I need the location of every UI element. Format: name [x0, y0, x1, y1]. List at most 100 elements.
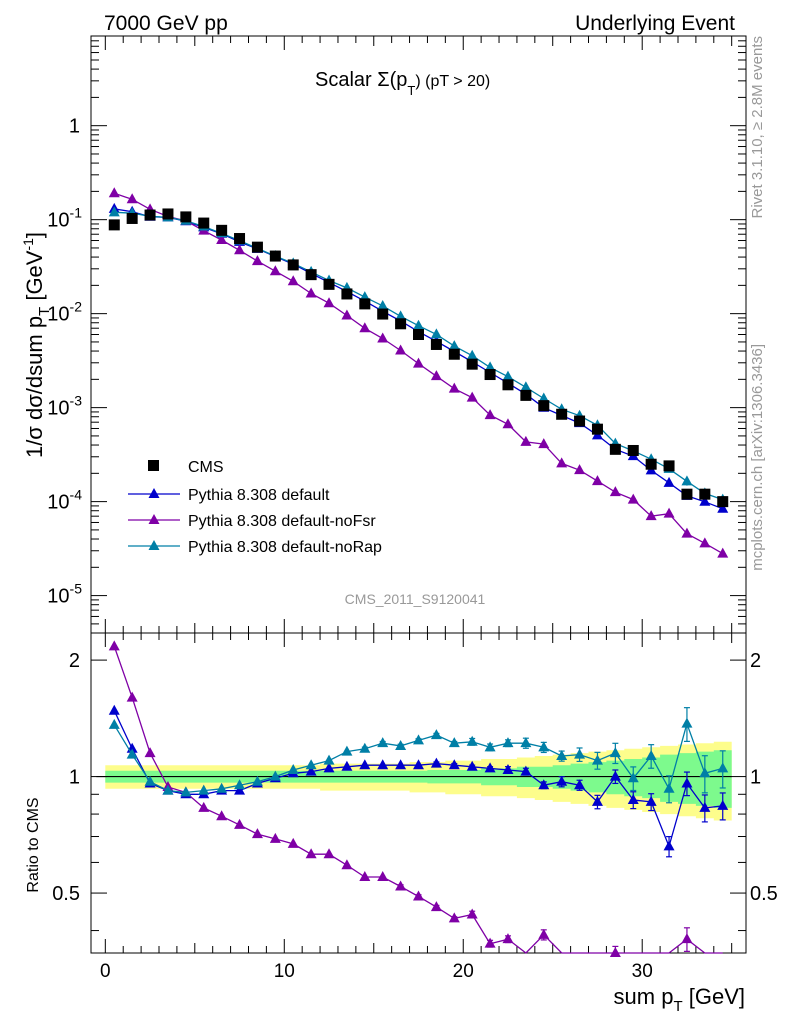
- data-point: [681, 488, 693, 500]
- data-point: [341, 288, 353, 300]
- series-marker-ratio: [198, 801, 210, 812]
- data-point: [484, 369, 496, 381]
- series-marker-ratio: [484, 741, 496, 752]
- data-point: [126, 212, 138, 224]
- ratio-tick-label-right: 1: [750, 767, 761, 789]
- series-marker-ratio: [234, 784, 246, 795]
- series-marker-ratio: [448, 912, 460, 923]
- y-tick-label-base: 10: [47, 304, 69, 326]
- series-marker-ratio: [663, 840, 675, 851]
- series-marker-ratio: [377, 737, 389, 748]
- series-marker-ratio: [574, 748, 586, 759]
- series-marker-top: [287, 275, 299, 286]
- series-marker-ratio: [305, 848, 317, 859]
- series-marker-ratio: [681, 933, 693, 944]
- ylabel-top-sub: T: [36, 307, 53, 316]
- series-marker-ratio: [502, 737, 514, 748]
- y-axis-label-ratio: Ratio to CMS: [25, 797, 42, 892]
- series-marker-top: [413, 319, 424, 330]
- ratio-tick-label-left: 1: [69, 767, 80, 789]
- legend-marker-nofsr: [148, 514, 160, 524]
- mcplots-label: mcplots.cern.ch [arXiv:1306.3436]: [749, 344, 766, 571]
- legend: CMS Pythia 8.308 default Pythia 8.308 de…: [128, 459, 382, 556]
- series-marker-top: [681, 527, 693, 538]
- y-tick-label: 10-4: [47, 487, 82, 514]
- data-point: [520, 389, 532, 401]
- series-marker-ratio: [359, 742, 371, 753]
- series-marker-ratio: [305, 765, 317, 776]
- series-marker-ratio: [305, 759, 317, 770]
- ylabel-top-unit: [GeV: [22, 250, 47, 307]
- series-marker-top: [430, 328, 442, 339]
- series-marker-top: [520, 435, 532, 446]
- series-marker-top: [395, 310, 407, 321]
- series-marker-top: [484, 409, 496, 420]
- series-marker-ratio: [341, 859, 353, 870]
- data-point: [359, 298, 371, 310]
- series-marker-top: [556, 457, 568, 468]
- series-marker-ratio: [216, 782, 228, 793]
- series-marker-top: [574, 464, 586, 475]
- y-axis-label-top: 1/σ dσ/dsum pT [GeV-1]: [20, 232, 53, 458]
- series-marker-ratio: [556, 750, 568, 761]
- series-marker-ratio: [430, 729, 442, 740]
- series-marker-ratio: [395, 759, 407, 770]
- series-marker-ratio: [144, 747, 156, 758]
- data-point: [108, 219, 120, 231]
- series-marker-ratio: [413, 890, 424, 901]
- data-point: [180, 211, 192, 223]
- series-marker-ratio: [484, 937, 496, 948]
- series-marker-top: [520, 381, 532, 392]
- series-marker-ratio: [609, 770, 621, 781]
- y-tick-label-exp: -4: [70, 487, 83, 503]
- y-tick-label-base: 1: [69, 116, 80, 138]
- series-marker-top: [448, 382, 460, 393]
- data-point: [305, 269, 317, 281]
- series-marker-top: [108, 187, 120, 198]
- ylabel-top-main: 1/σ dσ/dsum p: [22, 316, 47, 458]
- data-point: [466, 358, 478, 370]
- series-marker-ratio: [466, 760, 478, 771]
- series-marker-ratio: [287, 763, 299, 774]
- y-tick-label-exp: -5: [70, 581, 83, 597]
- data-point: [717, 496, 729, 508]
- series-marker-top: [609, 486, 621, 497]
- rivet-label: Rivet 3.1.10, ≥ 2.8M events: [749, 36, 766, 219]
- data-point: [663, 460, 675, 472]
- legend-label-cms: CMS: [188, 459, 224, 476]
- legend-marker-norap: [148, 540, 160, 550]
- series-marker-ratio: [556, 775, 568, 786]
- series-marker-ratio: [699, 767, 711, 778]
- data-point: [538, 400, 550, 412]
- series-marker-ratio: [359, 759, 371, 770]
- series-marker-ratio: [448, 759, 460, 770]
- x-tick-label: 30: [632, 961, 653, 982]
- data-point: [216, 224, 228, 236]
- series-marker-ratio: [717, 762, 729, 773]
- plot-title-main: Scalar Σ(p: [315, 69, 407, 91]
- series-marker-ratio: [269, 832, 281, 843]
- y-tick-label-base: 10: [47, 398, 69, 420]
- series-marker-top: [663, 507, 675, 518]
- data-point: [448, 348, 460, 360]
- data-point: [502, 379, 514, 391]
- series-marker-top: [663, 476, 675, 487]
- y-tick-label-base: 10: [47, 492, 69, 514]
- series-marker-ratio: [377, 759, 389, 770]
- series-marker-ratio: [287, 837, 299, 848]
- series-marker-ratio: [198, 784, 210, 795]
- ratio-tick-label-left: 2: [69, 650, 80, 672]
- series-marker-top: [591, 475, 603, 486]
- xlabel-sub: T: [673, 998, 682, 1015]
- data-point: [234, 233, 246, 245]
- y-tick-label: 10-1: [47, 205, 82, 232]
- ratio-tick-label-right: 2: [750, 650, 761, 672]
- series-marker-ratio: [591, 754, 603, 765]
- series-marker-ratio: [413, 759, 424, 770]
- series-marker-ratio: [645, 795, 657, 806]
- y-tick-label-base: 10: [47, 210, 69, 232]
- series-marker-ratio: [502, 763, 514, 774]
- series-marker-ratio: [359, 871, 371, 882]
- data-point: [609, 443, 621, 455]
